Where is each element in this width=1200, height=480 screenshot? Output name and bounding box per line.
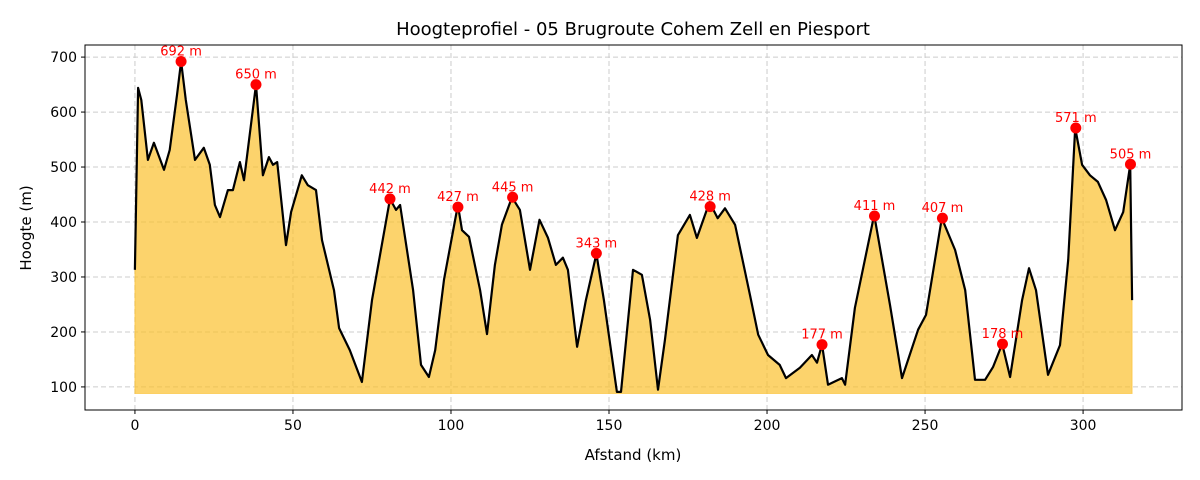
peak-label: 692 m — [160, 44, 202, 59]
peak-label: 442 m — [369, 182, 411, 197]
peak-label: 505 m — [1110, 147, 1152, 162]
x-tick-label: 200 — [754, 418, 781, 434]
y-tick-label: 700 — [50, 50, 77, 66]
peak-marker — [590, 247, 602, 259]
peak-label: 428 m — [689, 190, 731, 205]
x-tick-label: 0 — [130, 418, 139, 434]
peak-markers: 692 m 650 m 442 m 427 m 445 m 343 m 428 m 177 m… — [160, 44, 1152, 351]
peak-label: 178 m — [982, 327, 1024, 342]
plot-area — [133, 60, 1134, 395]
y-tick-label: 300 — [50, 270, 77, 286]
peak-label: 571 m — [1055, 111, 1097, 126]
peak-marker — [1124, 158, 1136, 170]
peak-marker — [384, 193, 396, 205]
x-tick-label: 150 — [596, 418, 623, 434]
peak-marker — [816, 339, 828, 351]
peak-marker — [1070, 122, 1082, 134]
peak-marker — [704, 201, 716, 213]
chart-title: Hoogteprofiel - 05 Brugroute Cohem Zell … — [396, 19, 870, 40]
peak-marker — [936, 212, 948, 224]
peak-label: 650 m — [235, 68, 277, 83]
peak-label: 427 m — [437, 190, 479, 205]
peak-marker — [250, 79, 262, 91]
y-tick-label: 600 — [50, 105, 77, 121]
peak-label: 407 m — [922, 201, 964, 216]
x-tick-label: 50 — [284, 418, 302, 434]
peak-label: 177 m — [801, 328, 843, 343]
y-tick-label: 400 — [50, 215, 77, 231]
x-tick-label: 300 — [1070, 418, 1097, 434]
y-axis-ticks: 100 200 300 400 500 600 700 — [50, 50, 85, 396]
y-tick-label: 200 — [50, 325, 77, 341]
peak-label: 411 m — [854, 199, 896, 214]
x-tick-label: 100 — [438, 418, 465, 434]
peak-marker — [868, 210, 880, 222]
peak-marker — [175, 55, 187, 67]
y-tick-label: 500 — [50, 160, 77, 176]
peak-label: 343 m — [576, 236, 618, 251]
peak-marker — [507, 191, 519, 203]
peak-marker — [996, 338, 1008, 350]
y-axis-label: Hoogte (m) — [17, 185, 35, 270]
x-axis-ticks: 0 50 100 150 200 250 300 — [130, 410, 1096, 434]
y-tick-label: 100 — [50, 380, 77, 396]
elevation-line — [133, 60, 1134, 393]
peak-label: 445 m — [492, 180, 534, 195]
x-axis-label: Afstand (km) — [585, 446, 682, 464]
x-tick-label: 250 — [912, 418, 939, 434]
plot-frame — [84, 44, 1183, 411]
peak-marker — [452, 201, 464, 213]
